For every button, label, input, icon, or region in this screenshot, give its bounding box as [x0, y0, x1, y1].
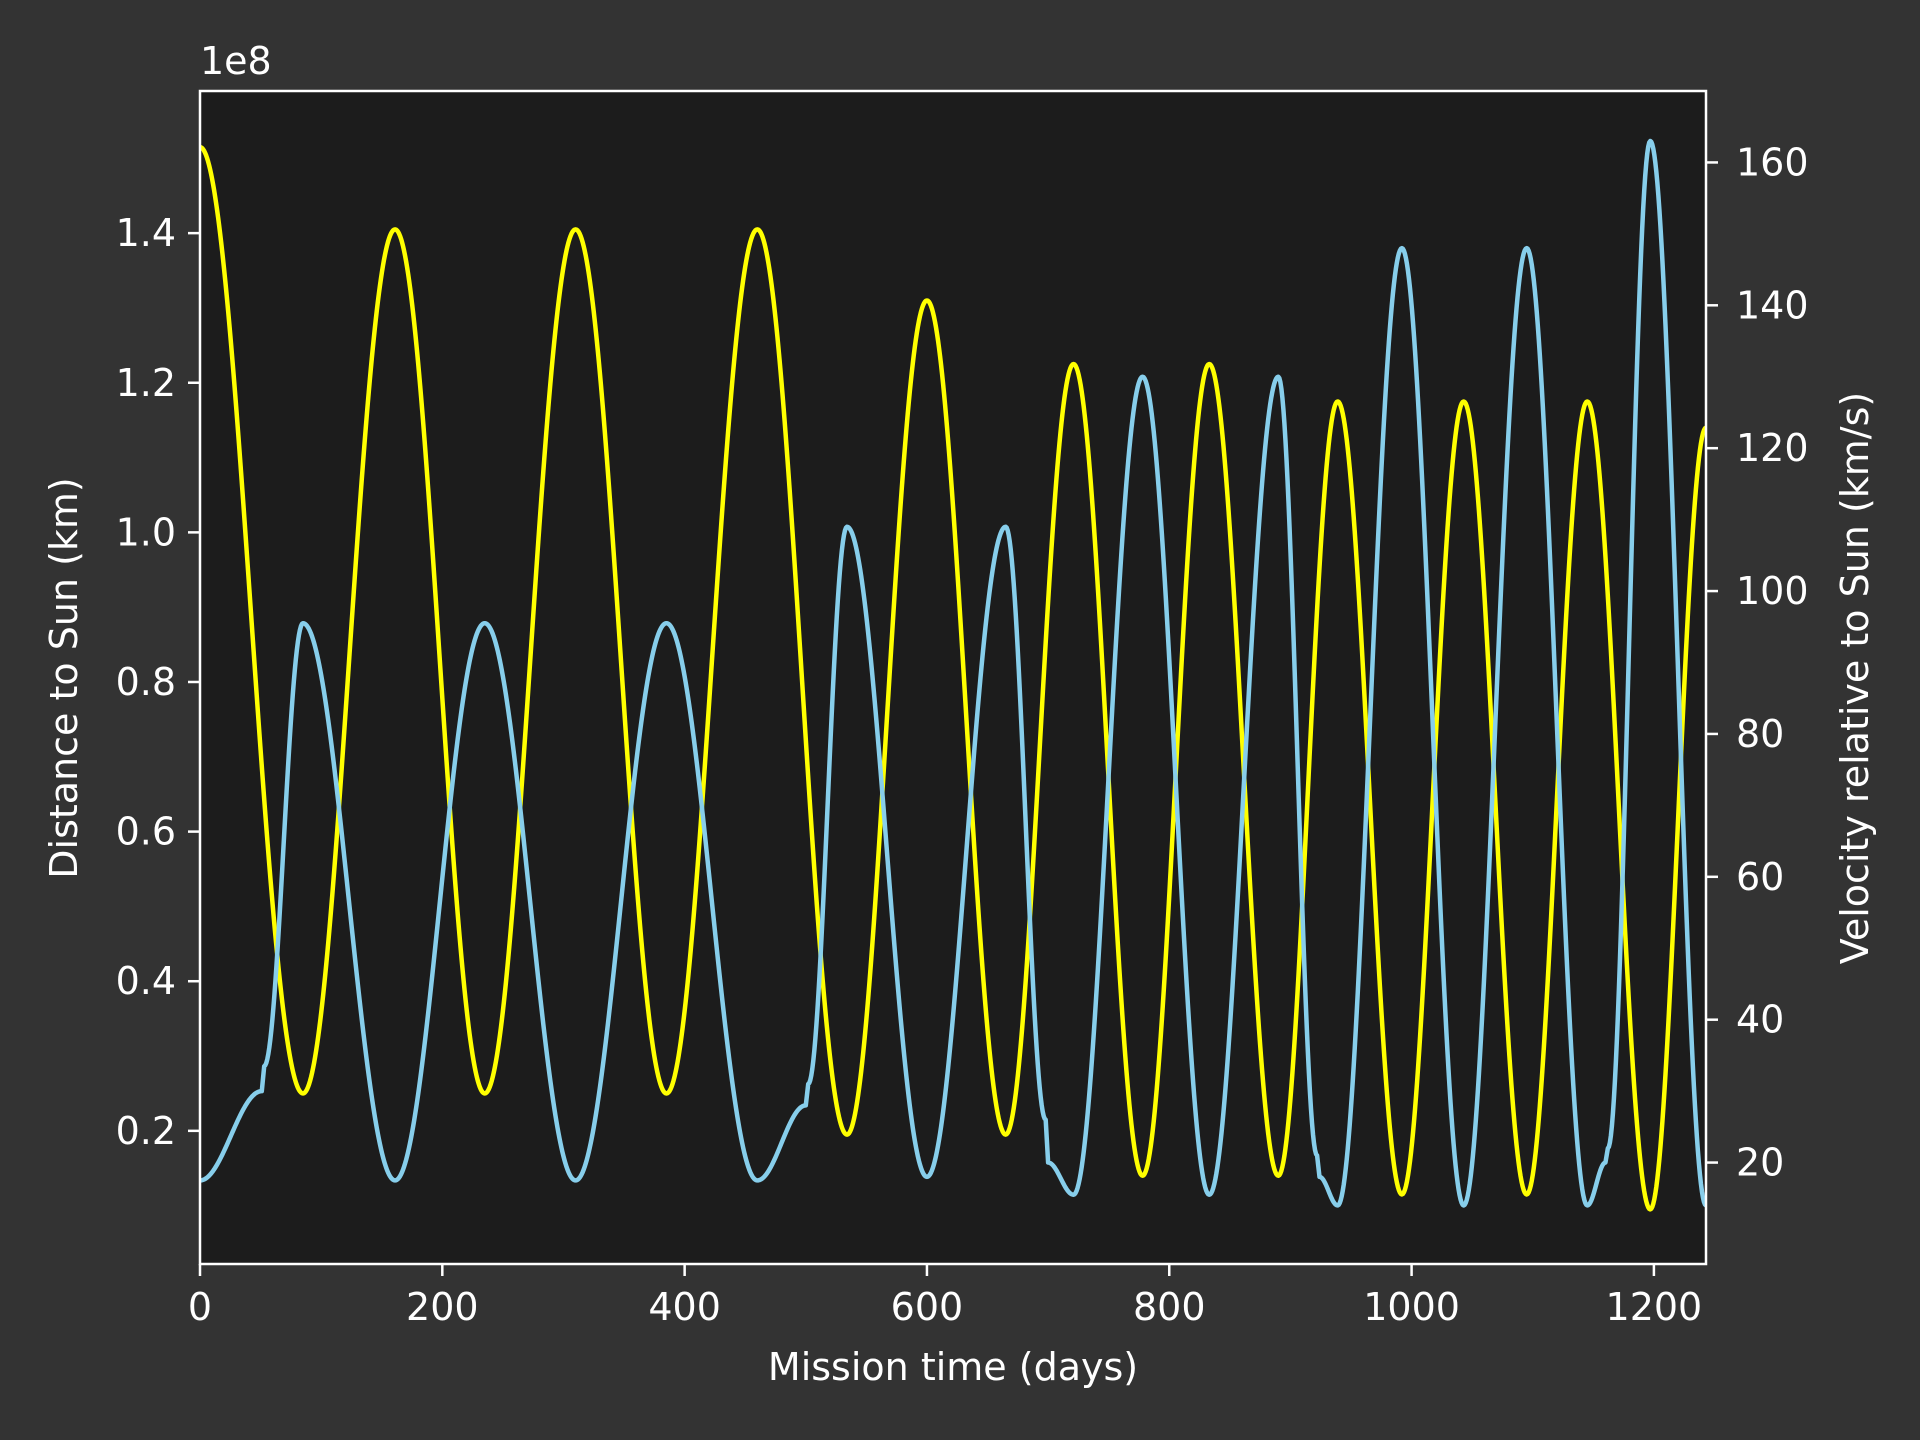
- right-y-tick-label: 160: [1736, 140, 1809, 184]
- velocity-series-line: [200, 138, 1706, 1208]
- left-y-axis-ticks: 0.2 0.4 0.6 0.8 1.0 1.2 1.4: [116, 211, 200, 1153]
- right-y-tick-label: 40: [1736, 998, 1784, 1042]
- x-tick-label: 1200: [1606, 1285, 1703, 1329]
- x-tick-label: 400: [648, 1285, 721, 1329]
- plot-frame: [198, 89, 1708, 1266]
- x-tick-label: 1000: [1363, 1285, 1460, 1329]
- x-axis-ticks: 0 200 400 600 800 1000 1200: [188, 1264, 1702, 1329]
- left-y-tick-label: 1.0: [116, 510, 176, 554]
- distance-series-line: [200, 144, 1706, 1212]
- left-y-tick-label: 1.2: [116, 361, 176, 405]
- series-layer: [200, 138, 1706, 1212]
- left-y-tick-label: 0.2: [116, 1109, 176, 1153]
- left-y-axis-label: Distance to Sun (km): [42, 477, 86, 879]
- right-y-tick-label: 20: [1736, 1141, 1784, 1185]
- left-y-tick-label: 1.4: [116, 211, 176, 255]
- left-y-tick-label: 0.6: [116, 810, 176, 854]
- right-y-axis-ticks: 20 40 60 80 100 120 140 160: [1706, 140, 1809, 1185]
- right-y-axis-label: Velocity relative to Sun (km/s): [1833, 392, 1877, 964]
- x-tick-label: 200: [406, 1285, 479, 1329]
- x-tick-label: 0: [188, 1285, 212, 1329]
- right-y-tick-label: 60: [1736, 855, 1784, 899]
- left-axis-multiplier: 1e8: [200, 39, 272, 83]
- left-y-tick-label: 0.4: [116, 959, 176, 1003]
- right-y-tick-label: 100: [1736, 569, 1809, 613]
- x-axis-label: Mission time (days): [768, 1345, 1138, 1389]
- left-y-tick-label: 0.8: [116, 660, 176, 704]
- right-y-tick-label: 140: [1736, 283, 1809, 327]
- right-y-tick-label: 80: [1736, 712, 1784, 756]
- plot-area: [200, 91, 1706, 1264]
- right-y-tick-label: 120: [1736, 426, 1809, 470]
- x-tick-label: 800: [1133, 1285, 1206, 1329]
- x-tick-label: 600: [891, 1285, 964, 1329]
